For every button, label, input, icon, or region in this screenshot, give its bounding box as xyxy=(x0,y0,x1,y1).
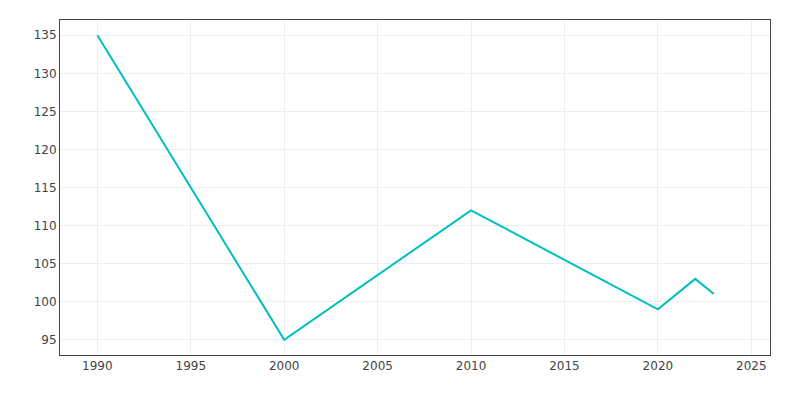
svg-text:100: 100 xyxy=(34,295,57,309)
svg-text:125: 125 xyxy=(34,105,57,119)
svg-text:135: 135 xyxy=(34,28,57,42)
svg-text:2015: 2015 xyxy=(549,359,580,373)
svg-text:1990: 1990 xyxy=(82,359,113,373)
svg-text:2005: 2005 xyxy=(362,359,393,373)
svg-text:115: 115 xyxy=(34,181,57,195)
svg-text:2025: 2025 xyxy=(736,359,767,373)
svg-text:130: 130 xyxy=(34,67,57,81)
svg-text:2020: 2020 xyxy=(643,359,674,373)
svg-text:1995: 1995 xyxy=(176,359,207,373)
svg-text:2000: 2000 xyxy=(269,359,300,373)
svg-text:120: 120 xyxy=(34,143,57,157)
svg-text:110: 110 xyxy=(34,219,57,233)
svg-text:105: 105 xyxy=(34,257,57,271)
svg-text:95: 95 xyxy=(41,333,56,347)
svg-text:2010: 2010 xyxy=(456,359,487,373)
